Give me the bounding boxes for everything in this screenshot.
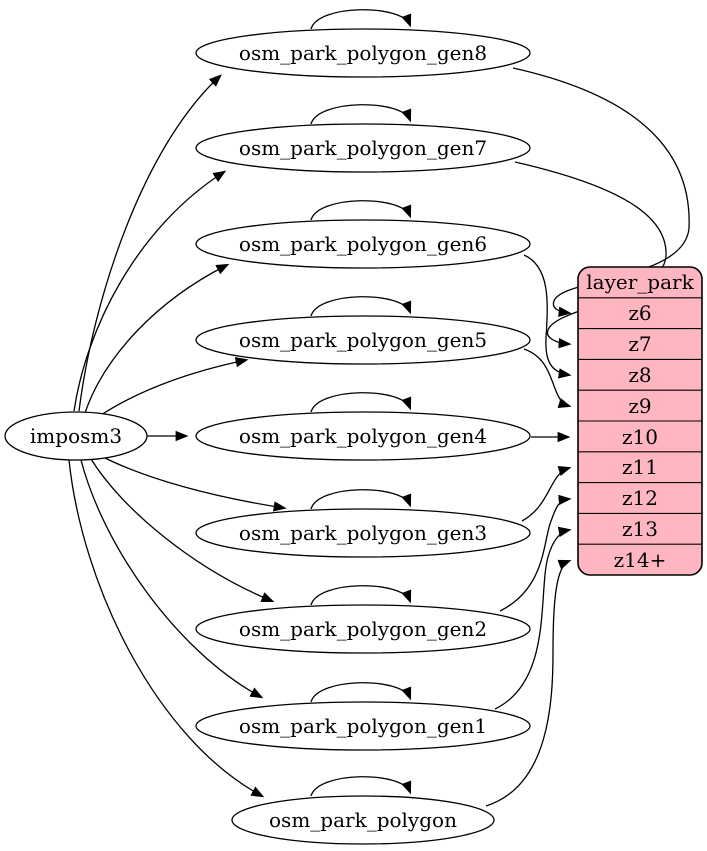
gen1-label: osm_park_polygon_gen1 xyxy=(239,714,487,738)
node-osm-park-polygon-gen8: osm_park_polygon_gen8 xyxy=(195,28,531,78)
node-osm-park-polygon-gen4: osm_park_polygon_gen4 xyxy=(195,411,531,461)
layer-row-z12: z12 xyxy=(622,486,658,510)
osm-park-polygon-label: osm_park_polygon xyxy=(269,808,457,832)
gen2-label: osm_park_polygon_gen2 xyxy=(239,617,487,641)
self-loop-osm-park-polygon xyxy=(310,776,412,797)
node-osm-park-polygon: osm_park_polygon xyxy=(231,795,495,845)
gen6-label: osm_park_polygon_gen6 xyxy=(239,232,487,256)
layer-row-z9: z9 xyxy=(628,394,651,418)
edges-to-layer xyxy=(485,67,690,807)
gen3-label: osm_park_polygon_gen3 xyxy=(239,521,487,545)
node-osm-park-polygon-gen6: osm_park_polygon_gen6 xyxy=(195,219,531,269)
self-loop-gen4 xyxy=(310,392,412,413)
gen8-ellipse xyxy=(195,28,531,78)
self-loop-edges xyxy=(310,9,412,797)
edge-gen5-to-z9 xyxy=(523,348,572,408)
edge-imposm3-to-gen2 xyxy=(90,458,275,602)
imposm3-ellipse xyxy=(4,411,148,461)
self-loop-gen1 xyxy=(310,682,412,703)
node-osm-park-polygon-gen1: osm_park_polygon_gen1 xyxy=(195,701,531,751)
layer-row-z6: z6 xyxy=(628,301,651,325)
gen7-ellipse xyxy=(195,123,531,173)
self-loop-gen5 xyxy=(310,296,412,317)
edge-gen6-to-z8 xyxy=(523,254,572,379)
edges-from-source xyxy=(68,74,287,798)
edge-gen3-to-z11 xyxy=(521,466,572,522)
self-loop-gen6 xyxy=(310,200,412,221)
edge-imposm3-to-gen6 xyxy=(84,263,230,414)
node-osm-park-polygon-gen5: osm_park_polygon_gen5 xyxy=(195,315,531,365)
layer-row-z8: z8 xyxy=(628,363,651,387)
self-loop-gen3 xyxy=(310,489,412,510)
node-osm-park-polygon-gen3: osm_park_polygon_gen3 xyxy=(195,508,531,558)
gen3-ellipse xyxy=(195,508,531,558)
layer-row-z11: z11 xyxy=(622,455,658,479)
edge-imposm3-to-gen7 xyxy=(73,170,227,412)
osm-park-polygon-ellipse xyxy=(231,795,495,845)
gen6-ellipse xyxy=(195,219,531,269)
edge-gen1-to-z13 xyxy=(494,526,572,710)
layer-row-z7: z7 xyxy=(628,332,651,356)
self-loop-gen8 xyxy=(310,9,412,30)
node-layer-park: layer_park z6 z7 z8 z9 z10 z11 z12 z13 z… xyxy=(577,266,703,576)
gen4-ellipse xyxy=(195,411,531,461)
imposm3-label: imposm3 xyxy=(30,424,122,448)
gen4-label: osm_park_polygon_gen4 xyxy=(239,424,487,448)
node-osm-park-polygon-gen2: osm_park_polygon_gen2 xyxy=(195,604,531,654)
edge-imposm3-to-gen8 xyxy=(78,74,222,412)
node-imposm3: imposm3 xyxy=(4,411,148,461)
edge-gen2-to-z12 xyxy=(499,494,572,612)
edge-gen8-to-z6 xyxy=(512,67,690,318)
gen7-label: osm_park_polygon_gen7 xyxy=(239,136,487,160)
layer-row-z10: z10 xyxy=(622,425,658,449)
node-osm-park-polygon-gen7: osm_park_polygon_gen7 xyxy=(195,123,531,173)
gen5-ellipse xyxy=(195,315,531,365)
gen2-ellipse xyxy=(195,604,531,654)
edge-imposm3-to-gen3 xyxy=(100,455,287,512)
edge-imposm3-to-osm-park-polygon xyxy=(68,459,265,798)
edge-imposm3-to-gen5 xyxy=(97,357,249,418)
gen1-ellipse xyxy=(195,701,531,751)
layer-park-title: layer_park xyxy=(586,270,694,294)
layer-row-z13: z13 xyxy=(622,517,658,541)
self-loop-gen2 xyxy=(310,585,412,606)
gen5-label: osm_park_polygon_gen5 xyxy=(239,328,487,352)
self-loop-gen7 xyxy=(310,104,412,125)
edge-osm-park-polygon-to-z14 xyxy=(485,559,572,807)
gen8-label: osm_park_polygon_gen8 xyxy=(239,41,487,65)
edge-imposm3-to-gen1 xyxy=(80,459,264,699)
layer-row-z14: z14+ xyxy=(614,548,667,572)
